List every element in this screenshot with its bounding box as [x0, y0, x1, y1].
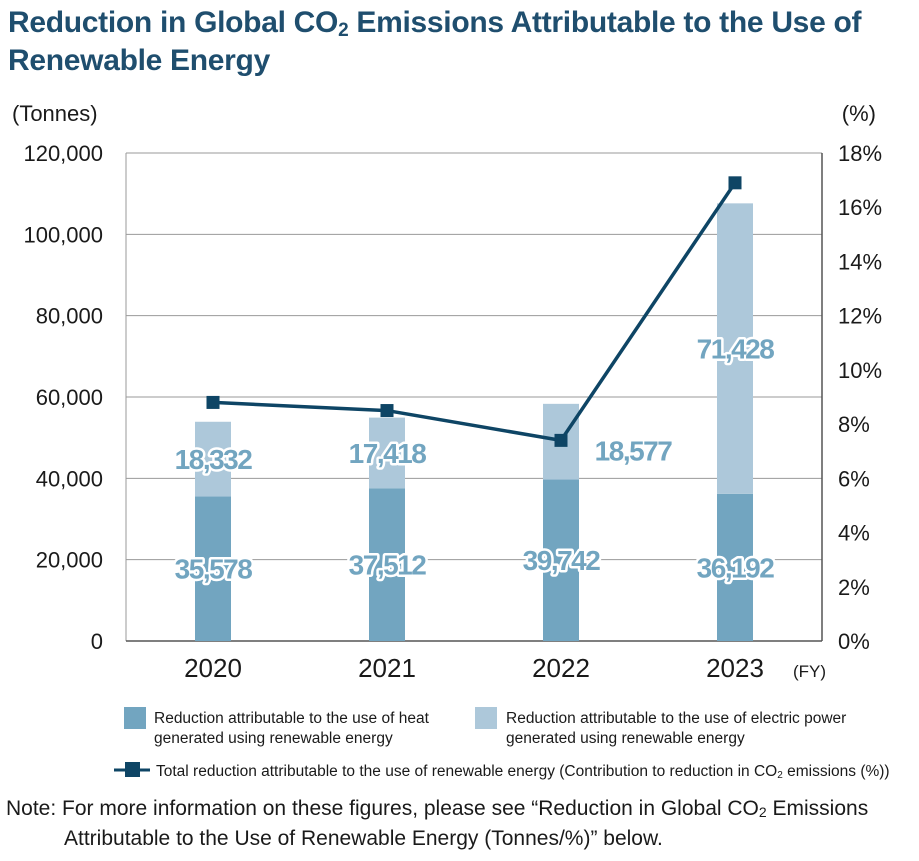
data-label-electric: 71,428: [697, 334, 775, 365]
y2-tick-label: 16%: [838, 195, 882, 220]
legend-heat-line2: generated using renewable energy: [154, 730, 393, 747]
note-subscript: 2: [758, 804, 767, 820]
line-point: [728, 176, 742, 190]
data-label-heat: 36,192: [697, 552, 775, 583]
x-tick-label: 2022: [532, 653, 590, 683]
data-label-electric: 18,332: [175, 444, 253, 475]
axes: 0 20,000 40,000 60,000 80,000 100,000 120,000 0…: [12, 101, 882, 683]
y-tick-label: 20,000: [36, 548, 103, 573]
y2-tick-label: 2%: [838, 575, 870, 600]
chart-title: Reduction in Global CO2 Emissions Attrib…: [8, 4, 908, 80]
y2-tick-label: 8%: [838, 412, 870, 437]
data-label-heat: 39,742: [523, 545, 601, 576]
legend: Reduction attributable to the use of hea…: [114, 707, 890, 781]
data-label-electric: 18,577: [595, 435, 673, 466]
x-tick-label: 2020: [184, 653, 242, 683]
legend-electric-line2: generated using renewable energy: [506, 730, 745, 747]
y2-axis-title: (%): [842, 101, 876, 126]
legend-heat-line1: Reduction attributable to the use of hea…: [154, 710, 430, 727]
legend-swatch-heat: [124, 707, 146, 729]
legend-line-marker: [125, 762, 140, 777]
x-tick-label: 2023: [706, 653, 764, 683]
legend-total-subscript: 2: [777, 770, 783, 781]
line-point: [554, 433, 568, 447]
legend-electric-line1: Reduction attributable to the use of ele…: [506, 710, 846, 727]
bar-labels: 35,578 18,332 37,512 17,418 39,742 18,577 36,1…: [172, 331, 778, 587]
y2-tick-label: 10%: [838, 358, 882, 383]
bar-heat: [717, 493, 753, 641]
y2-tick-label: 0%: [838, 629, 870, 654]
y-tick-label: 60,000: [36, 385, 103, 410]
bar-heat: [369, 488, 405, 641]
y-tick-label: 0: [91, 629, 103, 654]
bar-electric: [717, 203, 753, 494]
y2-tick-label: 14%: [838, 249, 882, 274]
y2-tick-label: 4%: [838, 521, 870, 546]
y2-tick-label: 18%: [838, 141, 882, 166]
title-part2: Emissions Attributable to the Use of: [348, 6, 862, 39]
footnote: Note: For more information on these figu…: [6, 794, 916, 854]
y2-tick-label: 12%: [838, 304, 882, 329]
legend-total-part1: Total reduction attributable to the use …: [156, 763, 777, 780]
note-line1-a: Note: For more information on these figu…: [6, 797, 759, 820]
data-label-heat: 37,512: [349, 550, 427, 581]
legend-total-part2: emissions (%)): [783, 763, 890, 780]
title-subscript: 2: [338, 20, 349, 41]
note-line1-b: Emissions: [766, 797, 869, 820]
bar-heat: [195, 496, 231, 641]
x-tick-label: 2021: [358, 653, 416, 683]
line-point: [206, 395, 220, 409]
title-part1: Reduction in Global CO: [8, 6, 339, 39]
data-label-electric: 17,418: [349, 438, 427, 469]
total-line-path: [212, 181, 737, 443]
y-tick-label: 120,000: [23, 141, 103, 166]
x-axis-title: (FY): [793, 662, 826, 681]
y-axis-title: (Tonnes): [12, 101, 98, 126]
total-line: [206, 176, 742, 447]
chart-svg: 35,578 18,332 37,512 17,418 39,742 18,577 36,1…: [12, 101, 890, 781]
data-label-heat: 35,578: [175, 554, 253, 585]
bar-heat: [543, 479, 579, 641]
grid-lines: [125, 152, 823, 642]
y2-tick-label: 6%: [838, 466, 870, 491]
legend-total-text: Total reduction attributable to the use …: [156, 763, 890, 781]
y-tick-label: 100,000: [23, 222, 103, 247]
bar-electric: [369, 417, 405, 489]
bar-electric: [195, 421, 231, 497]
title-line2: Renewable Energy: [8, 44, 270, 77]
line-point: [380, 404, 394, 418]
note-line2: Attributable to the Use of Renewable Ene…: [64, 827, 663, 850]
y-tick-label: 80,000: [36, 304, 103, 329]
bars: [195, 203, 753, 641]
y-tick-label: 40,000: [36, 466, 103, 491]
legend-swatch-electric: [475, 707, 497, 729]
